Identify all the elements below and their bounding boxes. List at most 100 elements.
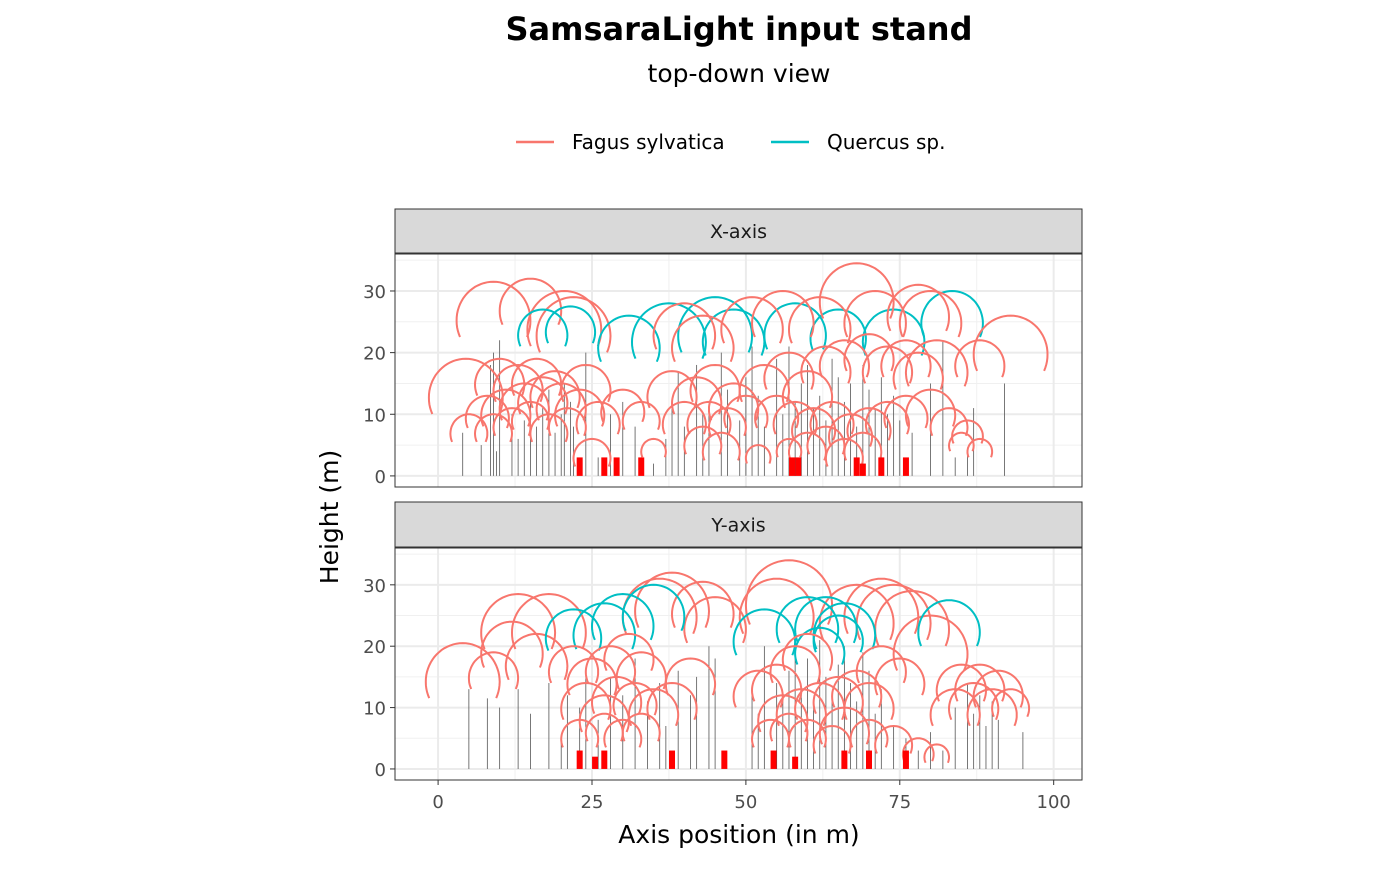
crown-quercus bbox=[544, 608, 603, 651]
sensor-marker bbox=[902, 750, 909, 769]
x-tick-label: 100 bbox=[1037, 792, 1071, 813]
crown-fagus bbox=[781, 632, 834, 671]
sensor-marker bbox=[853, 457, 860, 476]
crown-fagus bbox=[954, 663, 1006, 702]
crown-quercus bbox=[597, 314, 661, 363]
crown-fagus bbox=[757, 694, 809, 733]
crown-fagus bbox=[794, 681, 846, 721]
sensor-marker bbox=[613, 457, 620, 476]
y-tick-label: 30 bbox=[363, 282, 386, 303]
x-axis-title: Axis position (in m) bbox=[618, 820, 859, 849]
crown-fagus bbox=[701, 431, 741, 461]
crown-fagus bbox=[954, 339, 1006, 378]
sensor-marker bbox=[601, 457, 608, 476]
crown-fagus bbox=[683, 596, 747, 644]
crown-fagus bbox=[947, 431, 975, 452]
crown-quercus bbox=[590, 592, 655, 641]
crown-fagus bbox=[547, 645, 600, 684]
crown-fagus bbox=[750, 718, 791, 748]
crown-fagus bbox=[772, 400, 818, 435]
crown-fagus bbox=[904, 339, 969, 387]
y-tick-label: 20 bbox=[363, 637, 386, 658]
sensor-marker bbox=[576, 457, 583, 476]
crown-fagus bbox=[947, 681, 1000, 721]
crown-fagus bbox=[806, 425, 846, 455]
strip-background bbox=[394, 501, 1083, 548]
crown-fagus bbox=[775, 437, 803, 458]
crown-fagus bbox=[464, 394, 510, 429]
crown-fagus bbox=[951, 419, 984, 444]
y-tick-label: 0 bbox=[375, 760, 386, 781]
chart-title: SamsaraLight input stand bbox=[506, 10, 973, 48]
crown-quercus bbox=[544, 305, 597, 344]
crown-fagus bbox=[818, 262, 895, 319]
crown-fagus bbox=[929, 407, 969, 437]
crown-fagus bbox=[670, 314, 735, 363]
sensor-marker bbox=[841, 750, 848, 769]
crown-fagus bbox=[634, 571, 711, 628]
crown-fagus bbox=[492, 407, 532, 437]
crown-fagus bbox=[670, 580, 735, 628]
crown-fagus bbox=[781, 370, 834, 409]
sensor-marker bbox=[770, 750, 777, 769]
crown-fagus bbox=[511, 400, 550, 430]
crown-fagus bbox=[874, 657, 926, 696]
crown-fagus bbox=[991, 688, 1031, 718]
crown-fagus bbox=[560, 718, 600, 748]
crown-fagus bbox=[929, 688, 981, 727]
crown-fagus bbox=[683, 425, 723, 455]
crown-fagus bbox=[738, 363, 791, 403]
panel-background bbox=[395, 254, 1082, 487]
crown-quercus bbox=[732, 608, 797, 656]
crown-fagus bbox=[661, 400, 707, 435]
crown-fagus bbox=[510, 357, 563, 396]
crown-fagus bbox=[824, 437, 864, 467]
crown-fagus bbox=[480, 388, 532, 427]
y-tick-label: 10 bbox=[363, 405, 386, 426]
crown-fagus bbox=[754, 394, 800, 429]
crown-fagus bbox=[498, 277, 563, 326]
crown-fagus bbox=[612, 681, 658, 716]
crown-fagus bbox=[843, 431, 883, 461]
crown-fagus bbox=[504, 632, 569, 681]
crown-fagus bbox=[603, 718, 643, 748]
crown-fagus bbox=[800, 345, 852, 384]
crown-fagus bbox=[886, 283, 951, 332]
crown-quercus bbox=[517, 308, 569, 347]
crown-fagus bbox=[923, 743, 950, 764]
legend-label-fagus: Fagus sylvatica bbox=[572, 130, 725, 154]
crown-fagus bbox=[427, 357, 504, 415]
crown-fagus bbox=[424, 642, 501, 699]
crown-fagus bbox=[670, 376, 723, 415]
strip-label: X-axis bbox=[710, 221, 767, 243]
x-tick-label: 75 bbox=[888, 792, 911, 813]
chart-subtitle: top-down view bbox=[648, 59, 831, 88]
crown-quercus bbox=[794, 626, 846, 665]
crown-fagus bbox=[492, 363, 544, 403]
crown-fagus bbox=[517, 376, 569, 415]
sensor-marker bbox=[866, 750, 873, 769]
crown-fagus bbox=[455, 280, 532, 338]
crown-fagus bbox=[855, 645, 907, 684]
crown-fagus bbox=[535, 296, 612, 353]
crown-fagus bbox=[849, 718, 889, 748]
crown-fagus bbox=[560, 363, 612, 403]
crown-fagus bbox=[732, 669, 784, 708]
crown-fagus bbox=[473, 413, 514, 443]
crown-fagus bbox=[526, 289, 603, 347]
x-tick-label: 25 bbox=[581, 792, 604, 813]
sensor-marker bbox=[638, 457, 645, 476]
crown-fagus bbox=[769, 712, 809, 742]
crown-fagus bbox=[621, 712, 661, 742]
crown-fagus bbox=[615, 651, 667, 690]
strip-label: Y-axis bbox=[710, 515, 765, 537]
y-axis-title: Height (m) bbox=[315, 450, 344, 584]
crown-fagus bbox=[883, 394, 929, 429]
sensor-marker bbox=[795, 457, 802, 476]
crown-fagus bbox=[584, 645, 637, 684]
crown-fagus bbox=[572, 437, 612, 467]
crown-fagus bbox=[843, 289, 907, 338]
crown-fagus bbox=[738, 577, 815, 635]
y-tick-label: 0 bbox=[375, 467, 386, 488]
